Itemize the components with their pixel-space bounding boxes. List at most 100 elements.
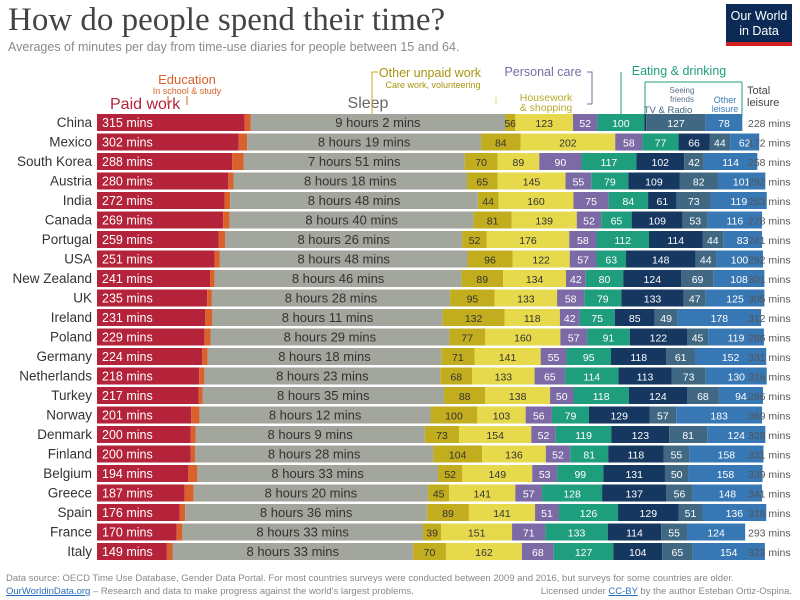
total-leisure-label: 331 mins (748, 450, 791, 462)
label-paid-work: 280 mins (102, 175, 153, 189)
label-eating-drinking: 119 (575, 430, 592, 442)
legend-bracket-personal-care (587, 71, 593, 105)
bar-row: Germany 224 mins 8 hours 18 mins 71 141 55 95 1… (36, 348, 791, 365)
bar-tv-radio (662, 543, 693, 560)
bar-sleep (212, 309, 443, 326)
bar-row: Belgium 194 mins 8 hours 33 mins 52 149 53 99 1… (43, 465, 791, 482)
bar-paid-work (97, 504, 180, 521)
bar-seeing-friends (588, 406, 650, 424)
bar-other-leisure (702, 504, 767, 521)
bar-tv-radio (676, 192, 711, 209)
legend-education: Education (158, 72, 216, 87)
label-other-leisure: 114 (722, 157, 739, 169)
bar-education (228, 172, 234, 190)
bar-eating-drinking (545, 523, 608, 541)
bar-row: Turkey 217 mins 8 hours 35 mins 88 138 50 118 1… (51, 387, 791, 404)
label-personal-care: 58 (623, 138, 635, 150)
bar-sleep (219, 250, 468, 268)
bar-tv-radio (702, 231, 724, 248)
label-other-leisure: 130 (727, 372, 745, 384)
bar-other-unpaid-work (428, 484, 450, 502)
legend-bracket-education (167, 96, 188, 105)
label-personal-care: 53 (539, 469, 551, 481)
country-label: Mexico (49, 135, 92, 150)
bar-seeing-friends (602, 484, 667, 502)
bar-tv-radio (683, 289, 706, 307)
label-other-unpaid-work: 70 (424, 547, 436, 559)
bar-other-unpaid-work (444, 387, 486, 404)
bar-eating-drinking (553, 543, 614, 560)
bar-seeing-friends (611, 426, 670, 443)
label-other-unpaid-work: 89 (476, 274, 488, 286)
label-seeing-friends: 61 (657, 196, 669, 208)
label-housework: 118 (524, 313, 541, 325)
label-other-leisure: 124 (707, 528, 725, 540)
label-paid-work: 224 mins (102, 350, 153, 364)
label-eating-drinking: 84 (623, 196, 635, 208)
footer-site: OurWorldinData.org – Research and data t… (6, 586, 414, 597)
label-personal-care: 51 (541, 508, 553, 520)
license-link[interactable]: CC-BY (608, 586, 638, 597)
bar-sleep (229, 211, 474, 229)
bar-personal-care (560, 328, 588, 346)
bar-other-unpaid-work (442, 309, 505, 326)
bar-other-leisure (713, 270, 765, 287)
bar-seeing-friends (618, 504, 679, 521)
total-leisure-label: 292 mins (748, 177, 791, 189)
label-tv-radio: 56 (674, 489, 686, 501)
owid-logo[interactable]: Our World in Data (726, 4, 792, 46)
bar-housework (441, 523, 513, 541)
bar-seeing-friends (648, 192, 677, 209)
bar-other-unpaid-work (461, 270, 504, 287)
label-other-unpaid-work: 56 (504, 118, 516, 130)
bar-other-leisure (677, 309, 762, 326)
label-other-leisure: 119 (728, 333, 745, 345)
owid-link[interactable]: OurWorldinData.org (6, 586, 91, 597)
label-other-leisure: 116 (726, 216, 743, 228)
bar-other-leisure (717, 172, 766, 190)
label-other-leisure: 158 (717, 469, 735, 481)
country-label: Poland (50, 330, 92, 345)
label-housework: 141 (493, 508, 511, 520)
bar-seeing-friends (628, 172, 680, 190)
label-eating-drinking: 114 (583, 372, 600, 384)
bar-housework (445, 543, 522, 560)
bar-paid-work (97, 231, 219, 248)
bar-paid-work (97, 270, 211, 287)
bar-housework (504, 309, 560, 326)
label-housework: 141 (499, 352, 517, 364)
label-housework: 160 (527, 196, 545, 208)
label-personal-care: 55 (548, 352, 560, 364)
label-sleep: 8 hours 11 mins (282, 310, 374, 325)
label-other-unpaid-work: 68 (450, 372, 462, 384)
label-other-unpaid-work: 77 (461, 333, 473, 345)
total-leisure-label: 316 mins (748, 372, 791, 384)
label-tv-radio: 65 (672, 547, 684, 559)
bar-housework (485, 387, 551, 404)
bar-sleep (182, 523, 423, 541)
bar-other-unpaid-work (450, 289, 495, 307)
bar-paid-work (97, 523, 177, 541)
label-housework: 136 (505, 450, 523, 462)
bar-sleep (233, 172, 468, 190)
legend-total-leisure: Total (747, 85, 770, 97)
bar-personal-care (615, 133, 643, 151)
bar-education (223, 211, 230, 229)
bar-personal-care (573, 114, 598, 131)
label-other-unpaid-work: 70 (475, 157, 487, 169)
bar-other-leisure (716, 250, 763, 268)
bar-other-unpaid-work (462, 231, 487, 248)
bar-other-leisure (707, 426, 766, 443)
label-personal-care: 52 (579, 118, 591, 130)
label-personal-care: 90 (555, 157, 567, 169)
label-sleep: 8 hours 33 mins (247, 544, 340, 559)
bar-personal-care (534, 367, 566, 385)
bar-eating-drinking (601, 211, 632, 229)
country-label: Spain (57, 505, 92, 520)
total-leisure-label: 228 mins (748, 118, 791, 130)
country-label: South Korea (17, 154, 93, 169)
label-eating-drinking: 95 (583, 352, 595, 364)
label-tv-radio: 50 (671, 469, 683, 481)
bar-eating-drinking (573, 387, 629, 404)
bar-other-leisure (703, 153, 758, 170)
